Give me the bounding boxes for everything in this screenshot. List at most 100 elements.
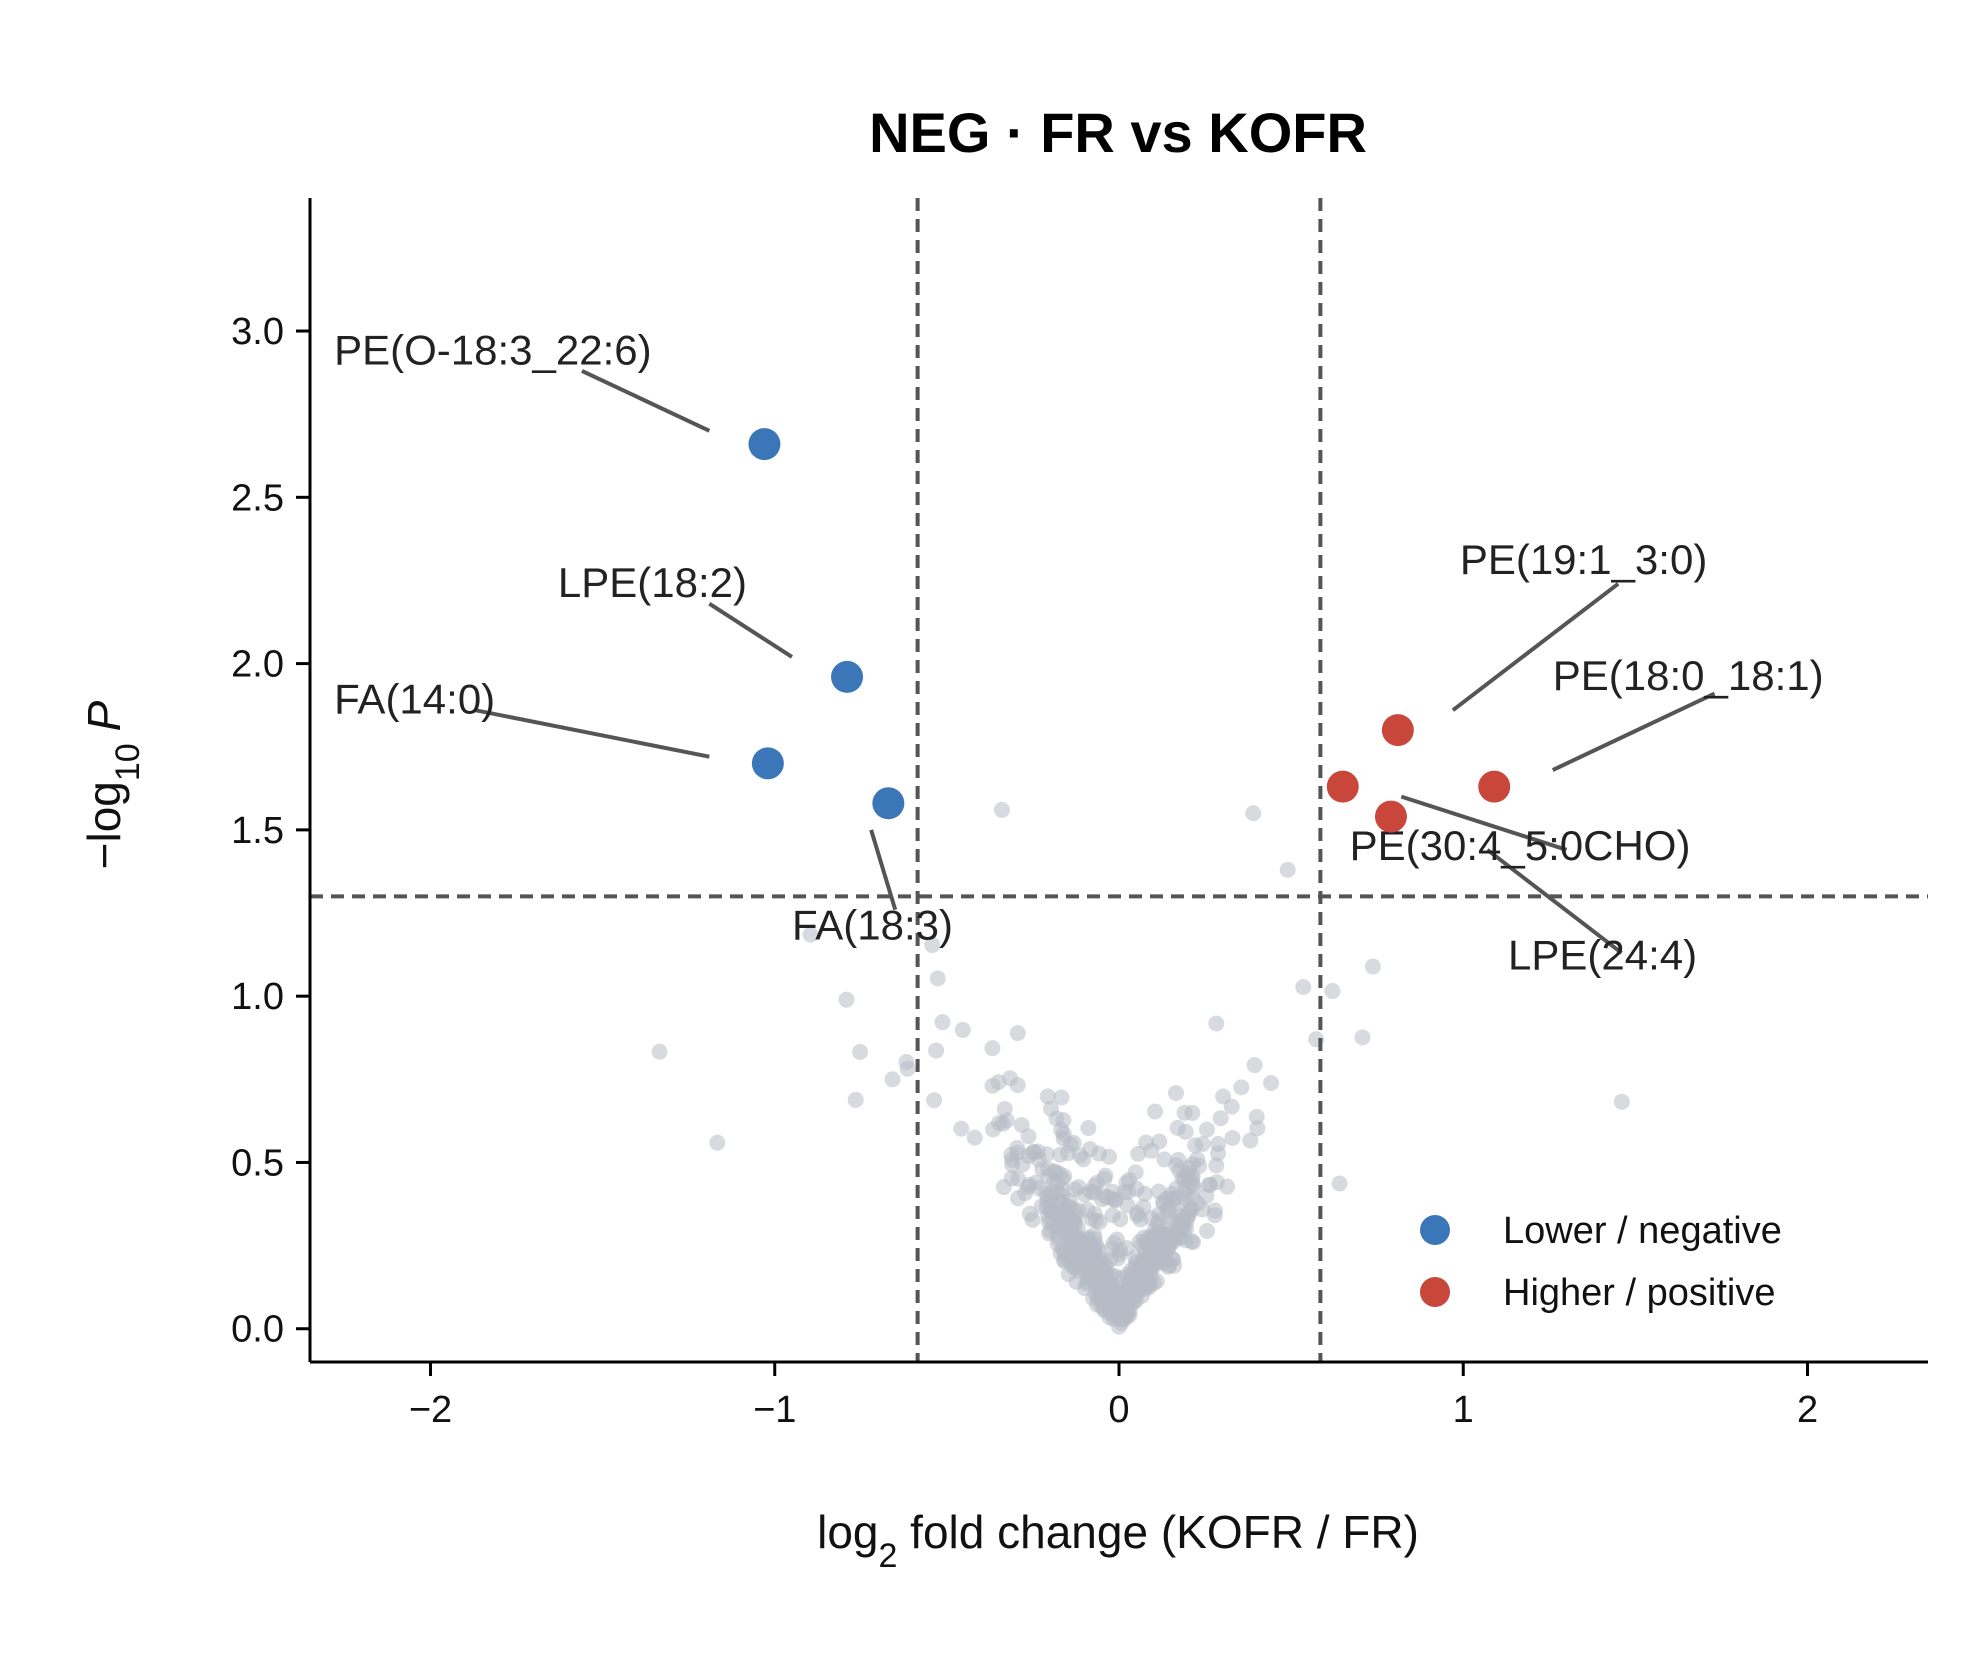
ns-point (1215, 1088, 1232, 1105)
ns-point (1079, 1201, 1096, 1218)
ns-point (852, 1043, 869, 1060)
ns-point (1131, 1259, 1148, 1276)
x-tick-label: 0 (1108, 1389, 1129, 1431)
x-tick-label: 1 (1453, 1389, 1474, 1431)
ns-point (1043, 1214, 1060, 1231)
ns-point (1246, 1057, 1263, 1074)
y-tick-label: 0.5 (231, 1142, 284, 1184)
ns-point (1212, 1110, 1229, 1127)
x-tick-label: 2 (1797, 1389, 1818, 1431)
ns-point (1187, 1137, 1204, 1154)
ns-point (1194, 1201, 1211, 1218)
y-tick-label: 1.0 (231, 976, 284, 1018)
ns-point (926, 1092, 943, 1109)
ns-point (1613, 1093, 1630, 1110)
ns-point (1118, 1174, 1135, 1191)
ns-point (1208, 1174, 1225, 1191)
y-tick-label: 2.0 (231, 644, 284, 686)
ns-point (1020, 1128, 1037, 1145)
ns-point (1176, 1104, 1193, 1121)
ns-point (1354, 1029, 1371, 1046)
ns-point (1085, 1184, 1102, 1201)
annotation-leader (1451, 582, 1620, 712)
annotation-leader (1486, 848, 1623, 955)
annotation-leader (708, 602, 794, 659)
ns-point (1112, 1287, 1129, 1304)
ns-point (954, 1021, 971, 1038)
ns-point (651, 1043, 668, 1060)
ns-point (1198, 1121, 1215, 1138)
series-positive (1326, 714, 1511, 833)
ns-point (1009, 1025, 1026, 1042)
legend-marker (1420, 1215, 1450, 1245)
x-tick-label: −1 (753, 1389, 796, 1431)
ns-point (1021, 1205, 1038, 1222)
legend-marker (1420, 1277, 1450, 1307)
annotation-label: LPE(24:4) (1508, 932, 1697, 979)
plot-area: −2 −1 0 1 2 0.0 0.5 1.0 1.5 2.0 2.5 3.0 PE(O-18:3_22… (231, 198, 1928, 1431)
ns-point (1096, 1170, 1113, 1187)
ns-point (1014, 1156, 1031, 1173)
annotation-leader (474, 708, 710, 759)
y-tick-label: 1.5 (231, 810, 284, 852)
annotations: PE(O-18:3_22:6) LPE(18:2) FA(14:0) FA(18:3)… (334, 326, 1824, 978)
ns-point (966, 1129, 983, 1146)
ns-point (1177, 1123, 1194, 1140)
ns-point (1037, 1185, 1054, 1202)
ns-point (985, 1121, 1002, 1138)
ns-point (1180, 1207, 1197, 1224)
ns-point (1105, 1311, 1122, 1328)
y-axis-label: −log10 P (78, 700, 147, 869)
positive-point (1374, 800, 1407, 833)
ns-point (1242, 1132, 1259, 1149)
ns-point (1207, 1202, 1224, 1219)
ns-point (953, 1120, 970, 1137)
ns-point (1010, 1170, 1027, 1187)
ns-point (1331, 1175, 1348, 1192)
ns-point (1208, 1157, 1225, 1174)
ns-point (884, 1071, 901, 1088)
annotation-label: PE(30:4_5:0CHO) (1350, 822, 1691, 869)
negative-point (872, 787, 905, 820)
ns-point (1233, 1079, 1250, 1096)
annotation-leader (869, 829, 898, 911)
negative-point (748, 428, 781, 461)
ns-point (1055, 1112, 1072, 1129)
ns-point (1147, 1103, 1164, 1120)
y-axis-label-sub: 10 (109, 743, 147, 781)
ns-point (1156, 1195, 1173, 1212)
ns-point (1324, 983, 1341, 1000)
ns-point (934, 1014, 951, 1031)
ns-point (1002, 1070, 1019, 1087)
ns-point (1224, 1129, 1241, 1146)
legend-label: Higher / positive (1503, 1272, 1775, 1314)
x-axis-label-sub: 2 (878, 1537, 897, 1575)
ns-point (1099, 1189, 1116, 1206)
y-axis-label-italic: P (78, 700, 130, 731)
ns-point (924, 936, 941, 953)
y-axis-label-prefix: −log (78, 781, 130, 869)
ns-point (1295, 978, 1312, 995)
ns-point (984, 1077, 1001, 1094)
x-axis-label-prefix: log (817, 1506, 878, 1558)
positive-point (1381, 714, 1414, 747)
ns-point (1208, 1015, 1225, 1032)
ns-point (1087, 1212, 1104, 1229)
annotation-leader (581, 369, 711, 433)
ns-point (709, 1134, 726, 1151)
ns-point (1249, 1120, 1266, 1137)
chart-title: NEG · FR vs KOFR (869, 101, 1367, 164)
ns-point (1150, 1213, 1167, 1230)
ns-point (1052, 1193, 1069, 1210)
ns-point (1039, 1088, 1056, 1105)
x-axis-label-rest: fold change (KOFR / FR) (897, 1506, 1419, 1558)
y-tick-label: 3.0 (231, 311, 284, 353)
ns-point (1096, 1261, 1113, 1278)
x-tick-label: −2 (409, 1389, 452, 1431)
ns-point (1055, 1130, 1072, 1147)
ns-point (1210, 1136, 1227, 1153)
ns-point (1112, 1242, 1129, 1259)
ns-point (1176, 1190, 1193, 1207)
ns-point (1167, 1084, 1184, 1101)
